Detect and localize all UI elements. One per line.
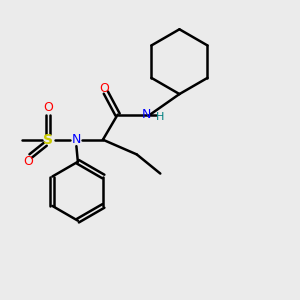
Text: O: O — [44, 101, 53, 114]
Text: O: O — [99, 82, 109, 95]
Text: H: H — [156, 112, 164, 122]
Text: N: N — [72, 133, 81, 146]
Text: S: S — [44, 133, 53, 147]
Text: N: N — [142, 108, 151, 121]
Text: O: O — [23, 155, 33, 168]
